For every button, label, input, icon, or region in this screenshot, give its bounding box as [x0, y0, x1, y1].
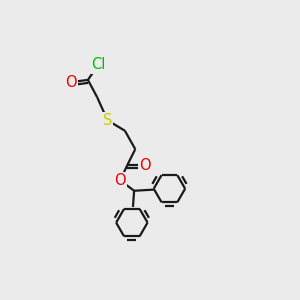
Text: Cl: Cl: [91, 57, 106, 72]
Text: O: O: [139, 158, 150, 173]
Text: O: O: [114, 173, 126, 188]
Text: S: S: [103, 113, 112, 128]
Text: O: O: [65, 75, 76, 90]
